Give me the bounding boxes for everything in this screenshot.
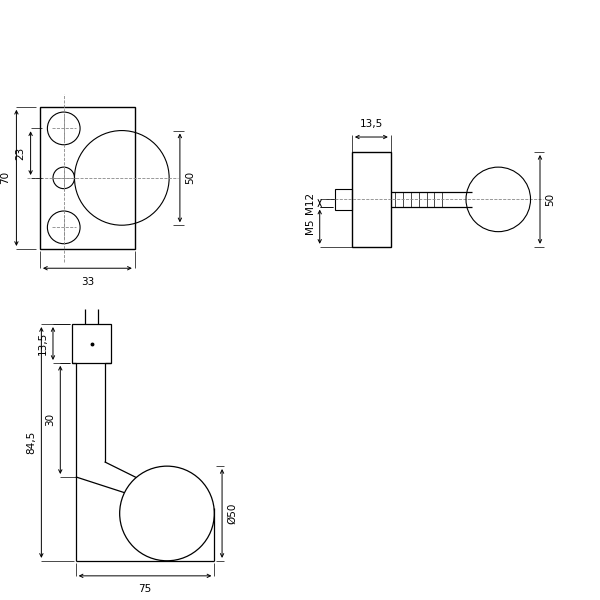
Bar <box>40 107 135 249</box>
Text: 50: 50 <box>185 172 195 184</box>
Text: 50: 50 <box>545 193 555 206</box>
Bar <box>335 188 352 210</box>
Text: 13,5: 13,5 <box>38 332 48 355</box>
Bar <box>352 152 391 247</box>
Text: 13,5: 13,5 <box>360 119 383 129</box>
Text: M12: M12 <box>305 192 314 214</box>
Text: 33: 33 <box>81 277 94 287</box>
Text: 70: 70 <box>0 172 10 184</box>
Text: 84,5: 84,5 <box>26 431 36 454</box>
Text: M5: M5 <box>305 219 314 235</box>
Text: 75: 75 <box>139 584 152 593</box>
Text: 30: 30 <box>45 413 55 427</box>
Bar <box>73 324 111 363</box>
Text: 23: 23 <box>16 146 25 160</box>
Text: Ø50: Ø50 <box>227 503 237 524</box>
